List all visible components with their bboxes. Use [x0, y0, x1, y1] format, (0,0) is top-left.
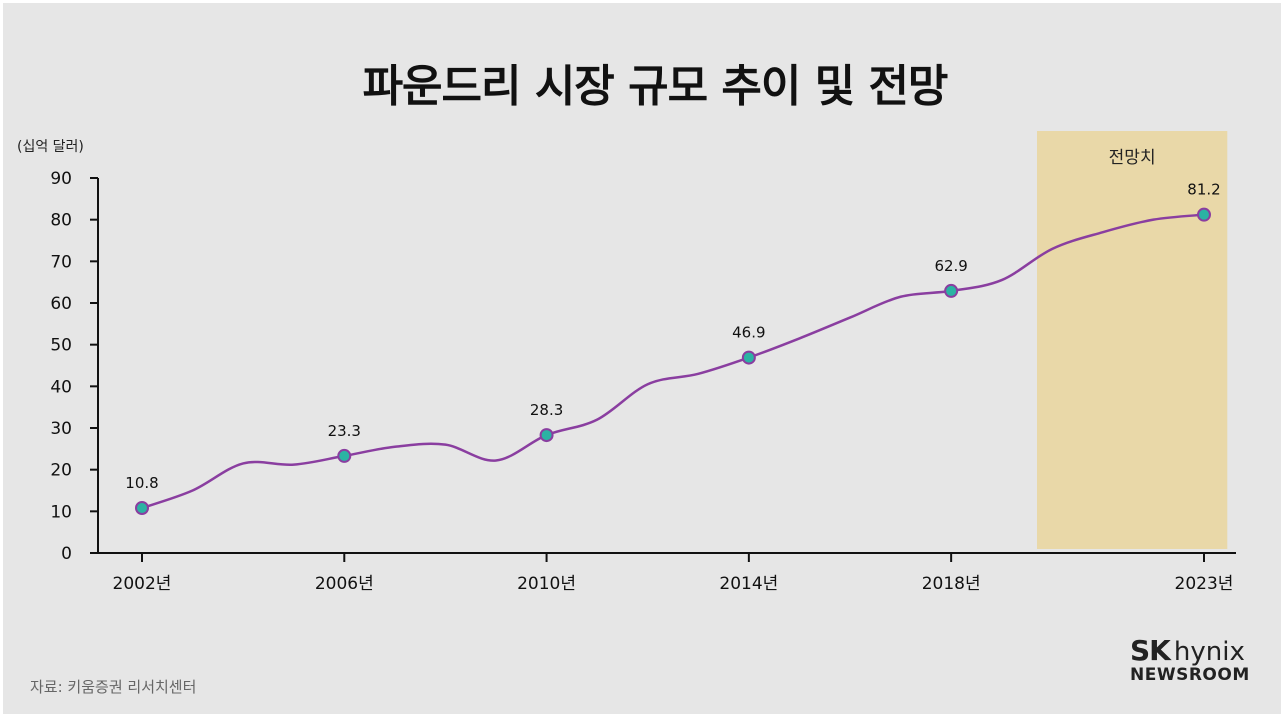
- data-label: 28.3: [530, 401, 563, 419]
- y-tick-label: 80: [50, 211, 72, 231]
- x-tick-label: 2023년: [1175, 574, 1234, 594]
- x-tick-label: 2002년: [113, 574, 172, 594]
- data-label: 81.2: [1187, 181, 1220, 199]
- y-tick-label: 20: [50, 461, 72, 481]
- data-point: [337, 448, 352, 463]
- x-tick-label: 2006년: [315, 574, 374, 594]
- x-tick-label: 2014년: [719, 574, 778, 594]
- logo-brand-suffix: hynix: [1173, 637, 1245, 667]
- y-tick-label: 30: [50, 419, 72, 439]
- data-label: 62.9: [934, 257, 967, 275]
- chart-title: 파운드리 시장 규모 추이 및 전망: [362, 61, 949, 112]
- x-tick-label: 2010년: [517, 574, 576, 594]
- logo-brand: SK: [1130, 634, 1171, 667]
- data-point: [539, 428, 554, 443]
- data-label: 23.3: [328, 422, 361, 440]
- x-tick-label: 2018년: [922, 574, 981, 594]
- data-point: [741, 350, 756, 365]
- y-tick-label: 60: [50, 294, 72, 314]
- y-tick-label: 0: [61, 544, 72, 564]
- y-tick-label: 40: [50, 377, 72, 397]
- y-tick-label: 50: [50, 336, 72, 356]
- y-tick-label: 10: [50, 502, 72, 522]
- data-label: 46.9: [732, 324, 765, 342]
- forecast-band: [1037, 131, 1228, 549]
- forecast-label: 전망치: [1109, 148, 1156, 168]
- logo-subtitle: NEWSROOM: [1130, 665, 1250, 685]
- data-point: [944, 283, 959, 298]
- source-note: 자료: 키움증권 리서치센터: [30, 678, 197, 696]
- y-tick-label: 90: [50, 169, 72, 189]
- data-point: [1197, 207, 1211, 222]
- series-line: [141, 213, 1205, 510]
- data-point: [135, 501, 149, 515]
- sk-hynix-newsroom-logo: SK hynix NEWSROOM: [1130, 634, 1270, 685]
- data-label: 10.8: [125, 474, 158, 492]
- y-tick-label: 70: [50, 252, 72, 272]
- y-unit-label: (십억 달러): [17, 139, 84, 155]
